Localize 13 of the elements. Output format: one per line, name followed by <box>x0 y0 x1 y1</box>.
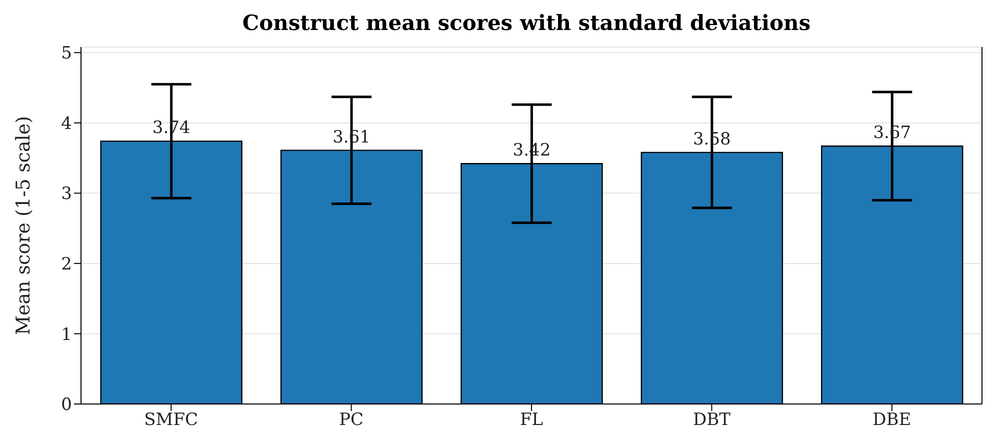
y-axis-title: Mean score (1-5 scale) <box>12 116 35 336</box>
x-tick-label: DBE <box>872 410 912 430</box>
y-tick-label: 1 <box>61 324 72 345</box>
x-tick-label: DBT <box>692 410 732 430</box>
y-tick-label: 2 <box>61 254 72 274</box>
x-tick-label: PC <box>339 410 364 430</box>
y-tick-label: 5 <box>61 44 72 64</box>
y-tick-label: 4 <box>61 114 72 134</box>
x-tick-label: SMFC <box>144 410 198 430</box>
chart-title: Construct mean scores with standard deviations <box>241 10 812 35</box>
y-tick-label: 0 <box>61 395 72 416</box>
y-tick-label: 3 <box>61 184 72 204</box>
x-tick-label: FL <box>520 410 544 430</box>
